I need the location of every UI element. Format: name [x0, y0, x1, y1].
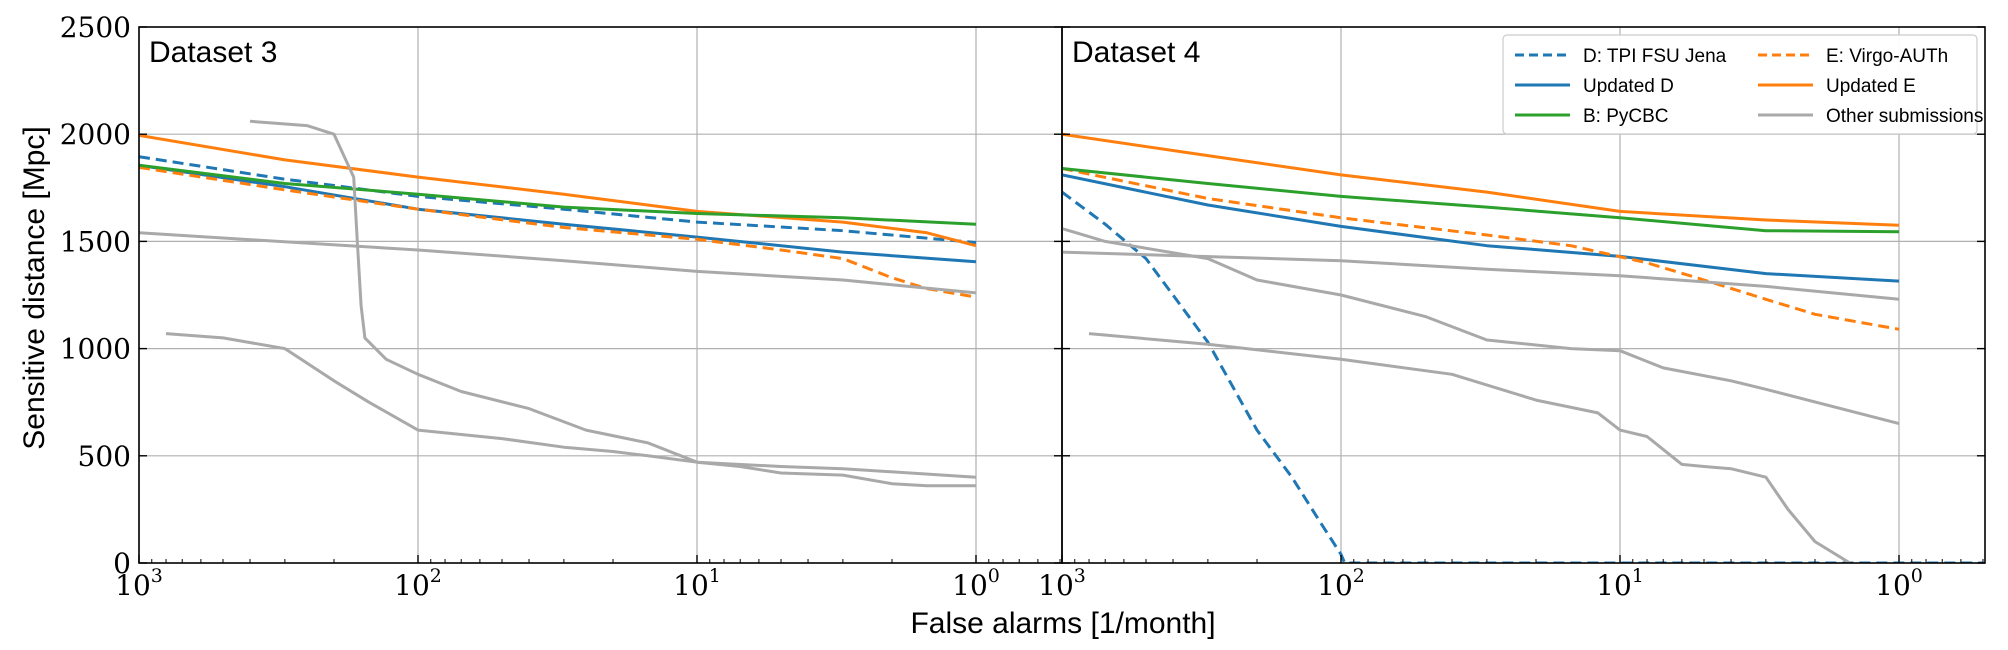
series-other-submissions-line [139, 231, 977, 295]
x-tick-label: 102 [1317, 565, 1365, 602]
panel-dataset-3: 103 102 101 10005001000150020002500Dataset … [60, 11, 1063, 602]
y-tick-label: 1000 [60, 333, 131, 366]
series-other-submissions-line [249, 119, 976, 488]
y-tick-label: 500 [78, 440, 131, 473]
legend-label: D: TPI FSU Jena [1583, 46, 1727, 67]
y-tick-label: 0 [113, 547, 131, 580]
series-updated-d-line [1062, 173, 1900, 283]
y-tick-label: 1500 [60, 225, 131, 258]
x-tick-label: 101 [673, 565, 721, 602]
series-group [1062, 132, 1983, 563]
legend-label: E: Virgo-AUTh [1826, 46, 1948, 67]
legend-label: Updated E [1826, 76, 1916, 97]
x-tick-label: 100 [952, 565, 1000, 602]
series-updated-e-line [1062, 132, 1900, 227]
x-tick-label: 102 [394, 565, 442, 602]
panel-frame [138, 26, 1063, 564]
legend-label: Updated D [1583, 76, 1674, 97]
series-b-pycbc-line [1062, 167, 1900, 234]
series-other-submissions-line [1088, 332, 1851, 563]
panel-frame [1061, 26, 1986, 564]
series-other-submissions-line [1062, 250, 1900, 301]
x-axis-label: False alarms [1/month] [910, 607, 1215, 640]
panel-title: Dataset 4 [1072, 36, 1200, 69]
series-updated-d-line [139, 163, 977, 264]
panel-title: Dataset 3 [149, 36, 277, 69]
y-tick-label: 2500 [60, 11, 131, 44]
series-d-tpi-fsu-jena-line [139, 155, 977, 244]
y-tick-label: 2000 [60, 118, 131, 151]
y-axis-label: Sensitive distance [Mpc] [18, 126, 51, 449]
series-other-submissions-line [165, 332, 977, 479]
x-tick-label: 101 [1596, 565, 1644, 602]
series-e-virgo-auth-line [139, 165, 977, 299]
legend-label: Other submissions [1826, 106, 1983, 127]
series-b-pycbc-line [139, 163, 977, 226]
legend-label: B: PyCBC [1583, 106, 1669, 127]
series-group [139, 119, 977, 488]
series-other-submissions-line [1062, 227, 1900, 426]
legend-box [1502, 34, 1978, 135]
x-tick-label: 103 [1038, 565, 1086, 602]
series-updated-e-line [139, 133, 977, 248]
x-tick-label: 100 [1875, 565, 1923, 602]
legend: D: TPI FSU Jena E: Virgo-AUTh Updated D Upd… [1502, 34, 1983, 135]
series-e-virgo-auth-line [1062, 167, 1900, 331]
